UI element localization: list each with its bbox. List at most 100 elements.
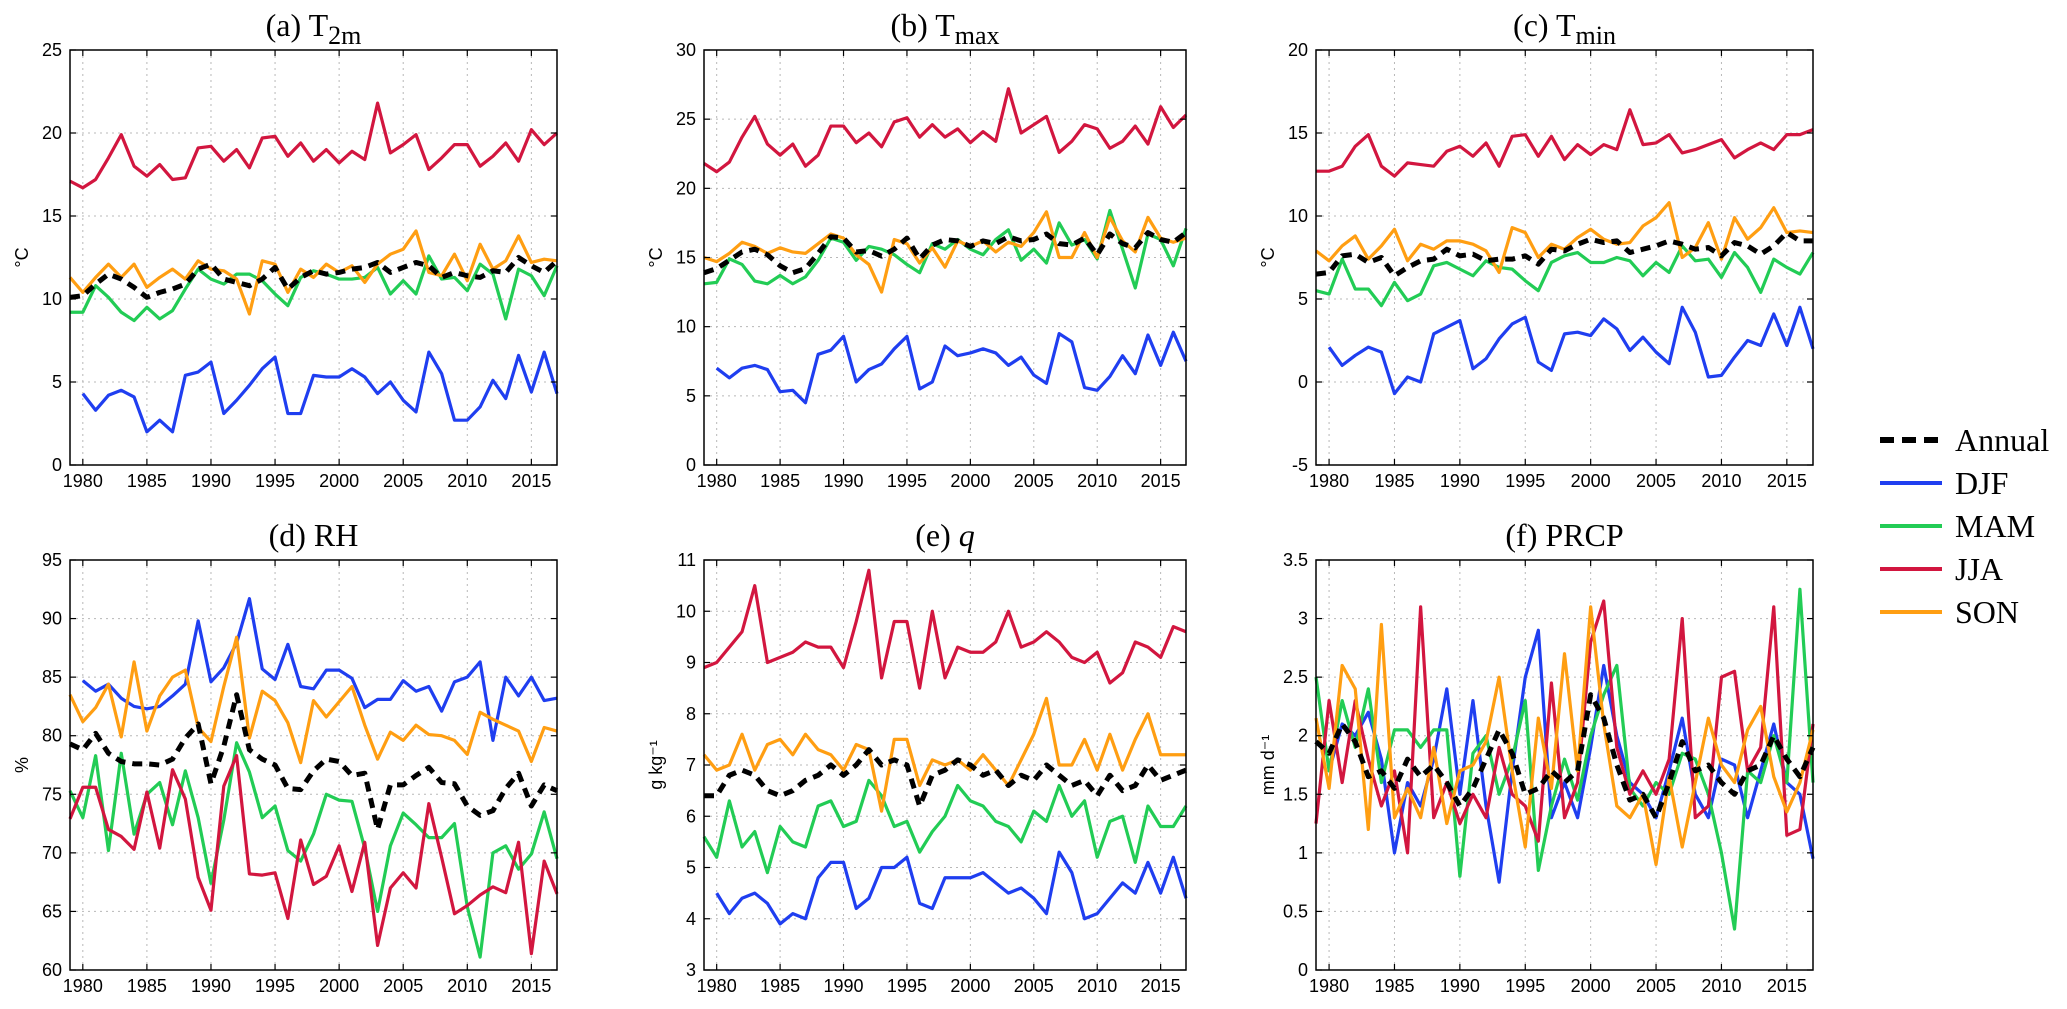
legend-item-jja: JJA (1880, 551, 2003, 587)
y-tick-label: 5 (686, 858, 696, 878)
x-tick-label: 2015 (511, 976, 551, 996)
y-tick-label: 15 (676, 248, 696, 268)
y-tick-label: 4 (686, 909, 696, 929)
panel-title: (e) q (915, 517, 975, 553)
series-line-annual (704, 747, 1187, 809)
x-tick-label: 2000 (319, 976, 359, 996)
x-tick-label: 2010 (1701, 471, 1741, 491)
y-tick-label: 25 (42, 40, 62, 60)
y-tick-label: 10 (1288, 206, 1308, 226)
x-tick-label: 1985 (1374, 471, 1414, 491)
x-tick-label: 1995 (255, 471, 295, 491)
y-tick-label: 20 (676, 178, 696, 198)
y-tick-label: 3.5 (1283, 550, 1308, 570)
series-line-son (1315, 201, 1814, 275)
x-tick-label: 1995 (255, 976, 295, 996)
x-tick-label: 2015 (1767, 976, 1807, 996)
y-tick-label: 0 (1298, 372, 1308, 392)
x-tick-label: 1985 (127, 471, 167, 491)
x-tick-label: 1995 (1505, 471, 1545, 491)
series-line-son (703, 210, 1187, 294)
legend-label-annual: Annual (1955, 422, 2049, 458)
x-tick-label: 1985 (1374, 976, 1414, 996)
y-tick-label: 85 (42, 667, 62, 687)
x-tick-label: 1995 (1505, 976, 1545, 996)
y-tick-label: 75 (42, 784, 62, 804)
chart-panel-1: 1980 1985 1990 1995 2000 2005 2010 2015 0 5 10 15 20… (12, 7, 559, 491)
y-tick-label: 95 (42, 550, 62, 570)
y-axis-label: % (12, 757, 32, 773)
legend-item-son: SON (1880, 594, 2019, 630)
x-tick-label: 2015 (1141, 471, 1181, 491)
y-tick-label: 60 (42, 960, 62, 980)
series-line-annual (69, 255, 559, 300)
series-line-son (68, 635, 558, 765)
panel-title: (a) T2m (266, 7, 362, 50)
series-line-son (702, 696, 1186, 813)
y-tick-label: 6 (686, 806, 696, 826)
gridlines (70, 559, 557, 971)
x-tick-label: 2000 (1571, 976, 1611, 996)
series-line-annual (703, 230, 1188, 276)
y-tick-label: 2 (1298, 726, 1308, 746)
x-tick-label: 2000 (1571, 471, 1611, 491)
y-tick-label: 5 (686, 386, 696, 406)
x-tick-label: 1980 (63, 471, 103, 491)
series-line-djf (715, 330, 1188, 405)
series-line-mam (702, 778, 1188, 875)
series-line-djf (81, 597, 558, 742)
x-tick-label: 1995 (887, 976, 927, 996)
legend-item-djf: DJF (1880, 465, 2008, 501)
y-tick-label: 3 (1298, 609, 1308, 629)
x-tick-label: 2010 (1077, 976, 1117, 996)
series-line-jja (1316, 108, 1814, 178)
series-line-djf (715, 850, 1188, 926)
x-tick-label: 2015 (1141, 976, 1181, 996)
y-tick-label: 0.5 (1283, 901, 1308, 921)
y-axis-label: °C (646, 247, 666, 267)
chart-panel-3: 1980 1985 1990 1995 2000 2005 2010 2015 -5 0 5 10 15… (1258, 7, 1815, 491)
x-tick-label: 2005 (383, 471, 423, 491)
chart-panel-5: 1980 1985 1990 1995 2000 2005 2010 2015 3 4 5 6 7 8 9 1… (646, 517, 1188, 996)
y-tick-label: 8 (686, 704, 696, 724)
series-line-jja (703, 568, 1187, 690)
x-tick-label: 1990 (824, 976, 864, 996)
legend-label-son: SON (1955, 594, 2019, 630)
y-tick-label: 2.5 (1283, 667, 1308, 687)
y-tick-label: 0 (686, 455, 696, 475)
x-tick-label: 1980 (697, 471, 737, 491)
y-tick-label: 25 (676, 109, 696, 129)
y-tick-label: 9 (686, 653, 696, 673)
chart-panel-2: 1980 1985 1990 1995 2000 2005 2010 2015 0 5 10 15 20… (646, 7, 1188, 491)
y-tick-label: 10 (676, 317, 696, 337)
y-axis-label: °C (12, 247, 32, 267)
axes-frame (1315, 49, 1814, 466)
series-line-jja (68, 754, 559, 956)
y-tick-label: 15 (42, 206, 62, 226)
series-line-jja (69, 101, 559, 190)
y-axis-label: mm d⁻¹ (1258, 735, 1278, 796)
x-tick-label: 2000 (319, 471, 359, 491)
x-tick-label: 1980 (1309, 976, 1349, 996)
panel-title: (b) Tmax (890, 7, 999, 50)
x-tick-label: 2010 (1077, 471, 1117, 491)
x-tick-label: 2010 (447, 976, 487, 996)
gridlines (704, 49, 1186, 466)
x-tick-label: 2010 (1701, 976, 1741, 996)
y-tick-label: -5 (1292, 455, 1308, 475)
x-tick-label: 1985 (760, 471, 800, 491)
series-line-son (68, 229, 558, 316)
panel-title: (c) Tmin (1513, 7, 1616, 50)
x-tick-label: 2000 (950, 976, 990, 996)
y-tick-label: 80 (42, 726, 62, 746)
series-line-jja (703, 87, 1188, 174)
y-tick-label: 20 (1288, 40, 1308, 60)
x-tick-label: 2005 (1636, 976, 1676, 996)
y-tick-label: 0 (1298, 960, 1308, 980)
series-line-son (1314, 605, 1815, 867)
x-tick-label: 1985 (760, 976, 800, 996)
y-axis-label: °C (1258, 247, 1278, 267)
series-line-djf (1327, 305, 1815, 396)
chart-panel-4: 1980 1985 1990 1995 2000 2005 2010 2015 60 65 70 75… (12, 517, 559, 996)
x-tick-label: 1990 (1440, 471, 1480, 491)
